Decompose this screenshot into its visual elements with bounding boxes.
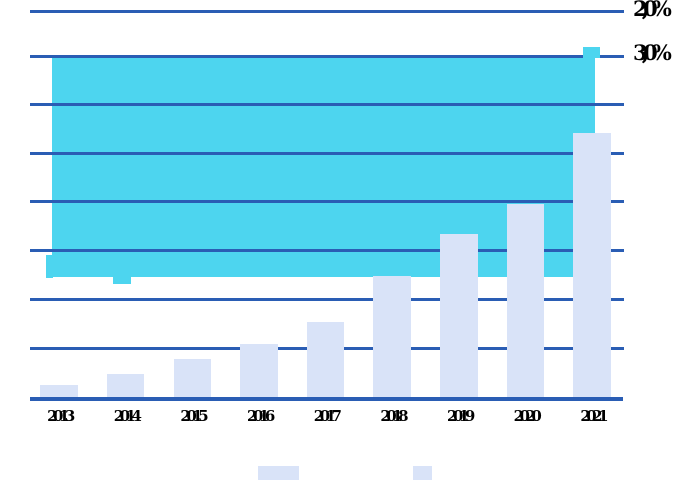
legend-swatch <box>413 466 432 480</box>
x-tick-label: 2018 <box>380 407 408 425</box>
bar <box>306 321 345 401</box>
bar <box>240 344 278 401</box>
gridline <box>30 55 624 58</box>
x-tick-label: 2015 <box>180 407 208 425</box>
bar <box>373 275 411 401</box>
gridline <box>30 298 624 301</box>
gridline <box>30 10 624 13</box>
bar <box>573 133 611 401</box>
bar <box>506 204 545 401</box>
x-tick-label: 2016 <box>247 407 275 425</box>
right-axis-label: 2,0% <box>633 0 672 21</box>
gridline <box>30 103 624 106</box>
bar <box>40 384 78 401</box>
x-tick-label: 2020 <box>513 407 542 425</box>
cyan-band-step <box>46 255 53 278</box>
cyan-band-step <box>583 47 600 58</box>
gridline <box>30 249 624 252</box>
gridline <box>30 200 624 203</box>
bar <box>440 234 478 401</box>
cyan-band <box>52 56 595 277</box>
right-axis-label: 3,0% <box>633 40 672 65</box>
x-tick-label: 2014 <box>113 407 142 425</box>
x-axis-line <box>30 397 623 401</box>
x-tick-label: 2021 <box>580 407 608 425</box>
legend-swatch <box>258 466 299 480</box>
bar <box>173 359 211 401</box>
x-tick-label: 2019 <box>447 407 475 425</box>
x-tick-label: 2013 <box>47 407 75 425</box>
bar <box>106 373 145 401</box>
x-tick-label: 2017 <box>313 407 342 425</box>
gridline <box>30 152 624 155</box>
cyan-band-step <box>113 277 131 284</box>
